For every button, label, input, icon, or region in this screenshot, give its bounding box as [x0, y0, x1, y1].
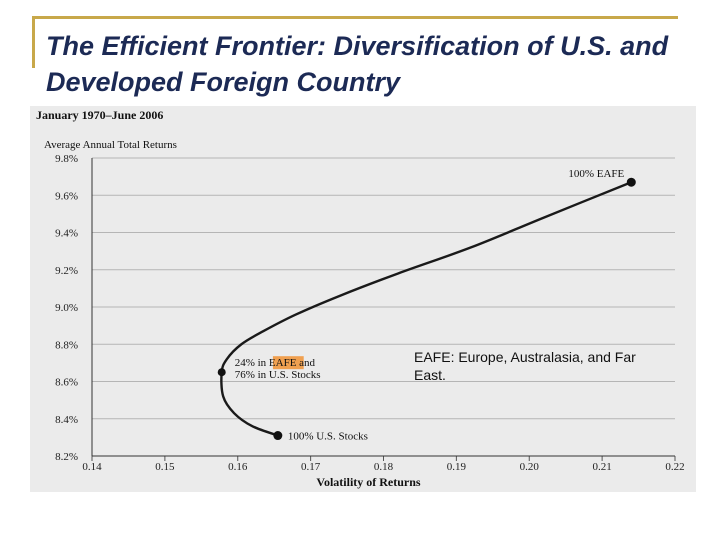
accent-side-line — [32, 16, 35, 68]
point-100-us-stocks — [273, 431, 283, 441]
y-tick-label: 8.6% — [55, 377, 78, 389]
point-min-variance — [217, 368, 226, 377]
y-axis-title: Average Annual Total Returns — [44, 139, 177, 151]
point-label-100-eafe: 100% EAFE — [568, 168, 624, 180]
y-tick-label: 9.0% — [55, 302, 78, 314]
y-tick-label: 8.4% — [55, 414, 78, 426]
x-tick-label: 0.19 — [447, 461, 467, 473]
eafe-highlight-box — [272, 356, 304, 370]
x-tick-label: 0.22 — [665, 461, 684, 473]
x-tick-label: 0.15 — [155, 461, 175, 473]
x-tick-label: 0.16 — [228, 461, 248, 473]
x-tick-label: 0.14 — [82, 461, 102, 473]
y-tick-label: 8.2% — [55, 451, 78, 463]
point-100-eafe — [626, 177, 636, 187]
point-label-min-variance-line2: 76% in U.S. Stocks — [235, 369, 321, 381]
x-axis-title: Volatility of Returns — [316, 475, 421, 489]
y-tick-label: 9.4% — [55, 228, 78, 240]
slide-title: The Efficient Frontier: Diversification … — [46, 31, 669, 97]
eafe-note: EAFE: Europe, Australasia, and Far East. — [414, 349, 636, 383]
y-tick-label: 9.2% — [55, 265, 78, 277]
efficient-frontier-line — [220, 181, 632, 437]
x-tick-label: 0.18 — [374, 461, 394, 473]
y-tick-label: 9.8% — [55, 153, 78, 165]
x-tick-label: 0.17 — [301, 461, 321, 473]
x-tick-label: 0.20 — [520, 461, 540, 473]
point-label-min-variance-line1: 24% in EAFE and — [235, 357, 316, 369]
y-tick-label: 9.6% — [55, 190, 78, 202]
chart-title: January 1970–June 2006 — [36, 108, 163, 122]
chart-panel — [30, 106, 696, 492]
x-tick-label: 0.21 — [593, 461, 612, 473]
point-label-100-us-stocks: 100% U.S. Stocks — [288, 431, 368, 443]
accent-top-line — [34, 16, 678, 19]
y-tick-label: 8.8% — [55, 339, 78, 351]
